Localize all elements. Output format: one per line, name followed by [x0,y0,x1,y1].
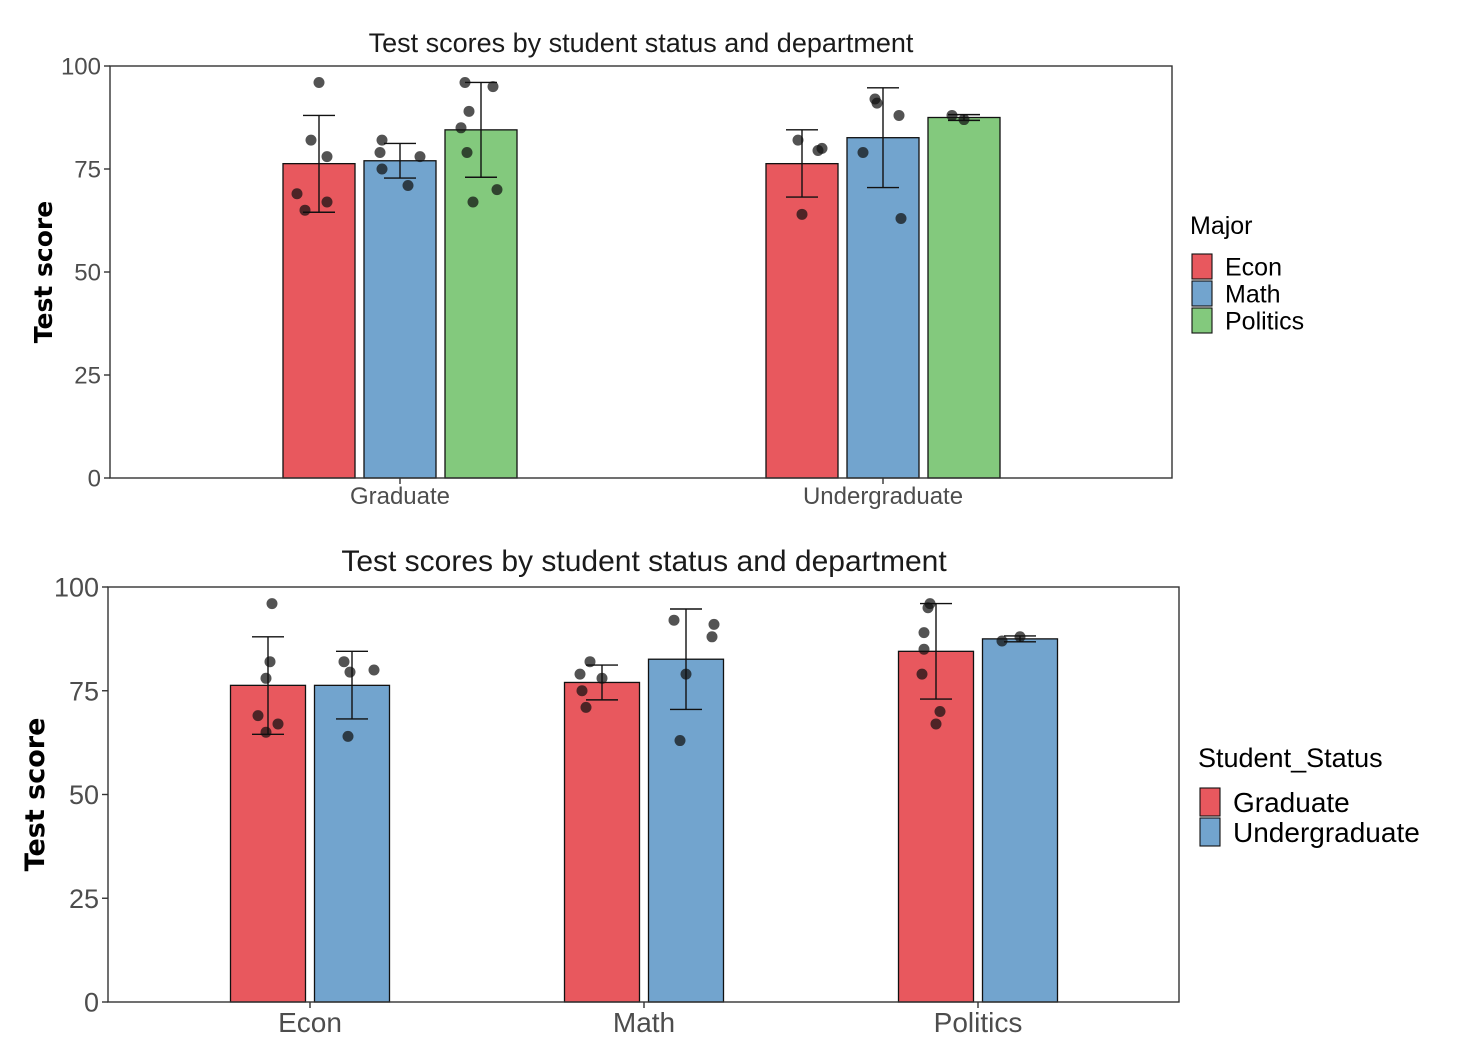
data-point [338,656,350,668]
data-point [580,701,592,713]
bar [897,650,975,1003]
y-tick-label: 50 [74,260,101,287]
data-point [576,685,588,697]
data-point [467,196,479,208]
y-tick-label: 75 [74,157,101,184]
bar [927,116,1001,479]
data-point [893,109,905,121]
chart-title: Test scores by student status and depart… [341,545,947,578]
data-point [374,147,386,159]
data-point [272,718,284,730]
data-point [376,134,388,146]
bar [563,681,641,1003]
data-point [321,151,333,163]
x-tick-label: Undergraduate [803,483,963,510]
x-tick-label: Econ [278,1007,342,1038]
data-point [857,147,869,159]
y-tick-label: 0 [88,466,101,493]
bar [846,137,920,479]
data-point [930,718,942,730]
legend-label: Graduate [1233,787,1350,818]
data-point [922,602,934,614]
data-point [674,735,686,747]
x-tick-label: Politics [934,1007,1023,1038]
bar [444,129,518,479]
bar [282,162,356,479]
legend-label: Math [1225,281,1281,309]
data-point [584,656,596,668]
data-point [342,730,354,742]
legend-label: Undergraduate [1233,817,1420,848]
data-point [668,614,680,626]
data-point [252,710,264,722]
data-point [491,184,503,196]
bar [363,160,437,479]
legend-key [1191,280,1213,307]
data-point [402,179,414,191]
data-point [871,97,883,109]
y-axis-label: Test score [29,201,58,343]
data-point [918,643,930,655]
legend-key [1191,253,1213,280]
plot-panel [109,65,1173,479]
data-point [291,188,303,200]
data-point [792,134,804,146]
data-point [264,656,276,668]
legend-label: Econ [1225,254,1282,282]
data-point [946,109,958,121]
y-tick-label: 100 [61,54,101,81]
legend-title: Major [1190,212,1253,240]
data-point [996,635,1008,647]
data-point [463,105,475,117]
data-point [260,726,272,738]
data-point [455,122,467,134]
y-tick-label: 25 [74,363,101,390]
data-point [344,666,356,678]
x-tick-label: Graduate [350,483,450,510]
data-point [1014,631,1026,643]
legend-key [1199,787,1221,817]
data-point [796,208,808,220]
y-tick-label: 50 [69,780,99,810]
data-point [958,114,970,126]
data-point [376,163,388,175]
data-point [934,706,946,717]
data-point [266,598,278,610]
y-axis-label: Test score [20,718,51,872]
bar [229,684,307,1003]
legend-key [1199,817,1221,847]
legend-label: Politics [1225,308,1304,336]
legend-title: Student_Status [1198,743,1383,773]
y-tick-label: 25 [69,884,99,914]
y-tick-label: 75 [69,676,99,706]
chart-title: Test scores by student status and depart… [369,28,914,58]
data-point [487,81,499,93]
legend-key [1191,307,1213,334]
data-point [305,134,317,146]
data-point [895,212,907,224]
data-point [708,618,720,630]
data-point [916,668,928,680]
data-point [260,672,272,684]
data-point [918,627,930,639]
bar [647,658,725,1003]
data-point [299,204,311,216]
data-point [574,668,586,680]
x-tick-label: Math [613,1007,675,1038]
data-point [368,664,380,676]
data-point [596,672,608,684]
data-point [414,151,426,163]
data-point [680,668,692,680]
data-point [812,144,824,156]
bar [981,638,1059,1003]
y-tick-label: 0 [84,988,99,1018]
data-point [706,631,718,643]
data-point [321,196,333,208]
data-point [313,76,325,88]
y-tick-label: 100 [54,573,99,603]
data-point [459,76,471,88]
data-point [461,147,473,159]
